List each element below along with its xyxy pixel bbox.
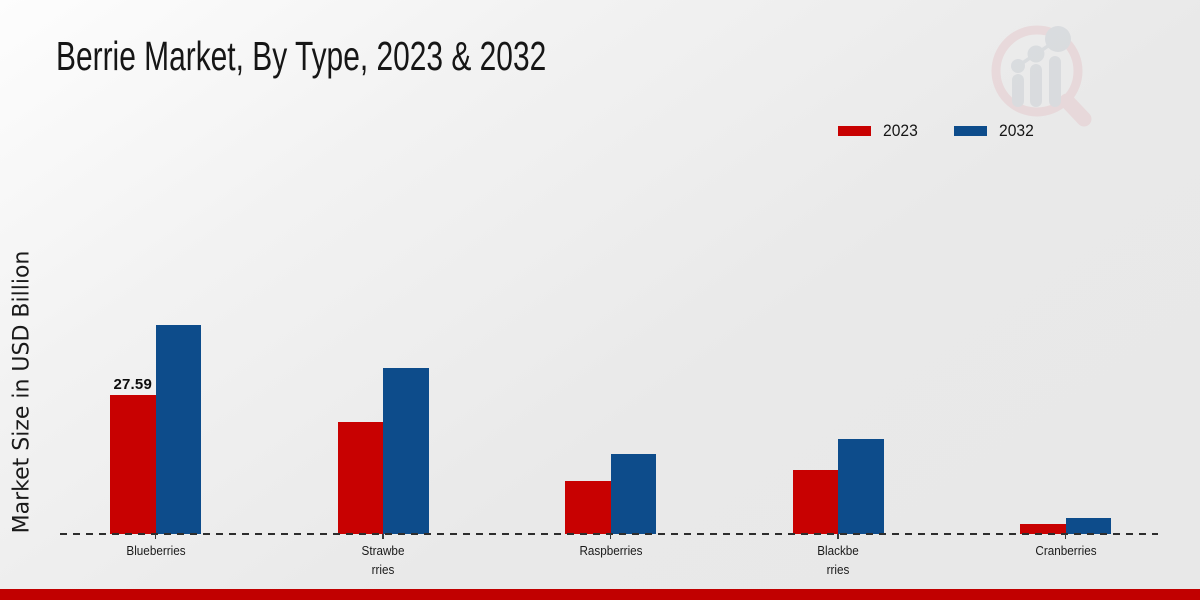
legend-swatch-2032 <box>953 126 987 136</box>
legend-label: 2032 <box>998 121 1034 140</box>
category-label-raspberries: Raspberries <box>543 541 678 560</box>
bar-2032-blueberries <box>155 325 201 534</box>
bar-2023-cranberries <box>1020 523 1066 534</box>
x-axis-tick <box>609 534 612 539</box>
x-axis-tick <box>837 534 839 539</box>
category-label-blueberries: Blueberries <box>88 541 223 560</box>
category-label-line: Cranberries <box>1034 543 1097 558</box>
legend-item-2023: 2023 <box>838 121 921 141</box>
category-label-line: rries <box>371 562 395 577</box>
y-axis-label: Market Size in USD Billion <box>9 250 35 534</box>
legend-label: 2023 <box>883 121 918 140</box>
x-axis-tick <box>154 534 157 539</box>
bottom-red-strip <box>0 589 1200 600</box>
legend: 2023 2032 <box>838 121 1037 141</box>
category-label-line: Strawbe <box>361 543 405 558</box>
bar-2032-cranberries <box>1065 517 1111 534</box>
bar-2032-raspberries <box>610 453 656 534</box>
chart-title: Berrie Market, By Type, 2023 & 2032 <box>56 33 547 79</box>
bar-value-label: 27.59 <box>113 376 153 393</box>
category-label-cranberries: Cranberries <box>998 541 1133 560</box>
category-label-blackberries: Blackbe rries <box>771 541 906 579</box>
magnifier-bar-chart-logo-icon <box>991 25 1092 127</box>
bar-2023-strawberries <box>337 422 383 534</box>
bar-2023-raspberries <box>565 481 611 534</box>
bar-2023-blackberries <box>792 470 838 534</box>
bar-2032-blackberries <box>838 438 884 534</box>
category-label-line: Blueberries <box>125 543 186 558</box>
category-label-line: Raspberries <box>578 543 643 558</box>
bar-2032-strawberries <box>383 367 429 534</box>
x-axis-tick <box>1064 534 1067 539</box>
legend-swatch-2023 <box>838 126 871 136</box>
category-label-line: rries <box>826 562 850 577</box>
x-axis-dashed-line <box>60 533 1158 535</box>
x-axis-tick <box>382 534 384 539</box>
category-label-strawberries: Strawbe rries <box>316 541 451 579</box>
category-label-line: Blackbe <box>817 543 859 558</box>
legend-item-2032: 2032 <box>953 121 1037 141</box>
bar-2023-blueberries <box>110 395 156 534</box>
